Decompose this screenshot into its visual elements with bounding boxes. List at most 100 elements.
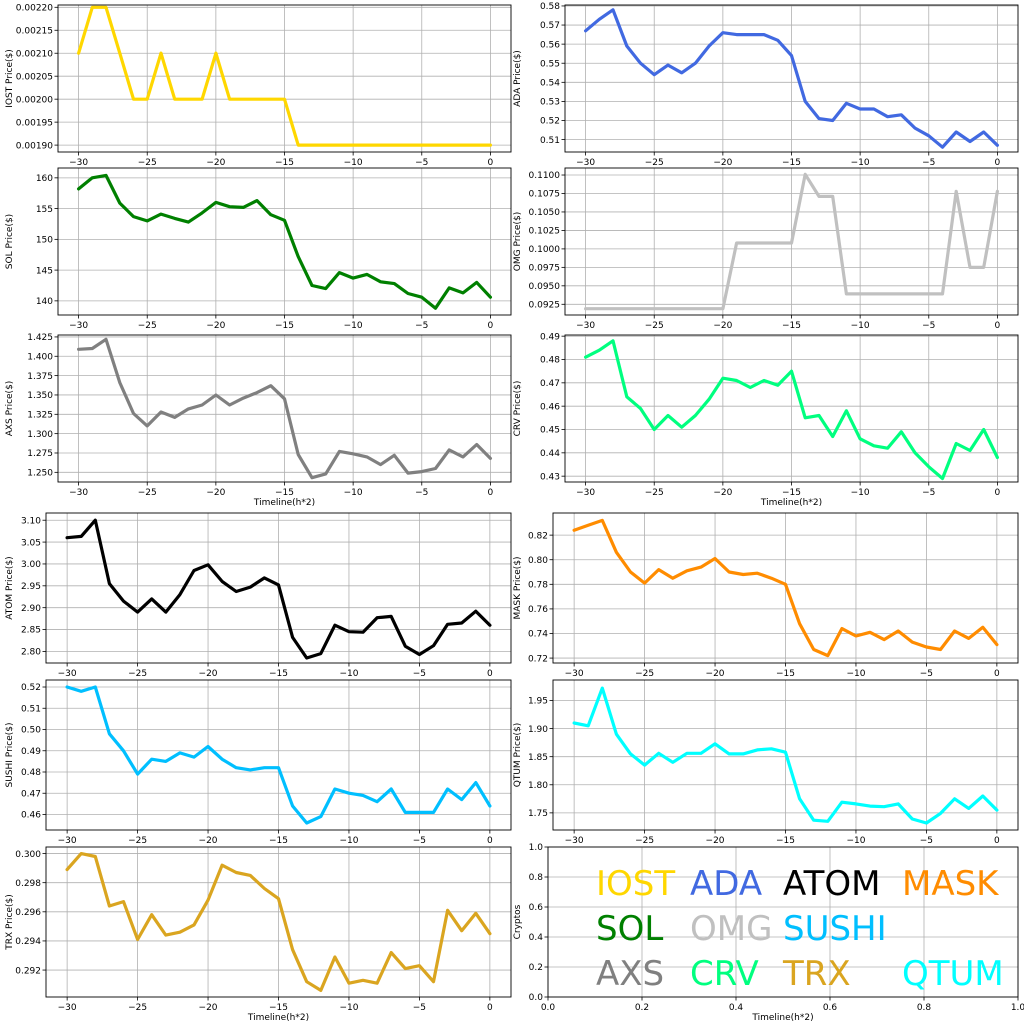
subplot-axs: −30 −25 −20 −15 −10 −5 0 1.250 1.275 1.300 1.325 1.… — [5, 333, 512, 508]
y-tick-label: 0.43 — [540, 472, 560, 482]
x-tick-label: −5 — [415, 321, 428, 331]
x-tick-label: −15 — [776, 669, 795, 679]
legend-entry-trx: TRX — [782, 954, 851, 994]
y-axis-label: SUSHI Price($) — [5, 723, 15, 788]
y-tick-label: 145 — [36, 266, 53, 276]
x-tick-label: −25 — [128, 836, 147, 846]
x-tick-label: −10 — [851, 488, 870, 498]
x-tick-label: 1.0 — [1011, 1003, 1024, 1013]
y-tick-label: 0.00210 — [16, 49, 53, 59]
x-tick-label: −5 — [920, 669, 933, 679]
y-tick-label: 0.49 — [21, 747, 41, 757]
x-tick-label: 0.2 — [635, 1003, 649, 1013]
x-tick-label: −25 — [138, 488, 157, 498]
y-tick-label: 0.00190 — [16, 141, 53, 151]
series-line-crv — [583, 339, 1000, 481]
x-tick-label: −25 — [128, 1003, 147, 1013]
subplot-iost: −30 −25 −20 −15 −10 −5 0 0.00190 0.00195 0.00200 0… — [5, 3, 512, 168]
series-line-qtum — [572, 686, 999, 825]
x-tick-label: −20 — [713, 158, 732, 168]
y-tick-label: 0.6 — [529, 903, 544, 913]
x-tick-label: −5 — [413, 836, 426, 846]
axes-frame — [57, 4, 512, 153]
axes-frame — [552, 679, 1019, 831]
y-tick-label: 1.400 — [27, 352, 53, 362]
y-tick-label: 0.56 — [540, 40, 560, 50]
y-axis-label: IOST Price($) — [5, 49, 15, 108]
y-tick-label: 0.00200 — [16, 95, 53, 105]
y-tick-label: 1.0 — [529, 843, 544, 853]
legend-entry-sol: SOL — [596, 909, 663, 949]
y-tick-label: 0.1075 — [529, 190, 561, 200]
x-tick-label: −5 — [922, 321, 935, 331]
y-tick-label: 0.52 — [21, 683, 41, 693]
y-tick-label: 0.51 — [540, 136, 560, 146]
y-tick-label: 0.47 — [21, 789, 41, 799]
x-tick-label: −5 — [413, 669, 426, 679]
y-tick-label: 2.95 — [21, 582, 41, 592]
axes-frame — [57, 334, 512, 483]
subplot-omg: −30 −25 −20 −15 −10 −5 0 0.0925 0.0950 0.0975 0.10… — [513, 167, 1019, 331]
x-tick-label: −20 — [206, 321, 225, 331]
x-tick-label: −20 — [713, 488, 732, 498]
legend-entry-iost: IOST — [596, 864, 675, 904]
y-tick-label: 160 — [36, 174, 53, 184]
y-tick-label: 0.80 — [528, 556, 548, 566]
y-tick-label: 0.300 — [15, 850, 41, 860]
subplot-atom: −30 −25 −20 −15 −10 −5 0 2.80 2.85 2.90 2.95 3.00 3.… — [5, 512, 512, 679]
x-tick-label: −15 — [269, 669, 288, 679]
axes-frame — [564, 167, 1019, 316]
y-tick-label: 0.48 — [540, 356, 560, 366]
x-tick-label: −30 — [58, 836, 77, 846]
x-tick-label: −30 — [58, 669, 77, 679]
x-tick-label: −20 — [199, 669, 218, 679]
x-tick-label: −15 — [782, 488, 801, 498]
y-tick-label: 0.1000 — [529, 245, 561, 255]
x-tick-label: −10 — [339, 836, 358, 846]
y-tick-label: 0.1050 — [529, 208, 561, 218]
y-tick-label: 0.72 — [528, 654, 548, 664]
axes-frame — [57, 167, 512, 316]
subplot-trx: −30 −25 −20 −15 −10 −5 0 0.292 0.294 0.296 0.298 0.… — [5, 846, 512, 1023]
x-tick-label: 0 — [994, 836, 1000, 846]
x-tick-label: −20 — [199, 1003, 218, 1013]
y-tick-label: 0.48 — [21, 768, 41, 778]
y-axis-label: QTUM Price($) — [513, 723, 523, 788]
x-tick-label: 0 — [994, 669, 1000, 679]
x-tick-label: −10 — [339, 669, 358, 679]
y-tick-label: 0.55 — [540, 59, 560, 69]
series-line-iost — [76, 5, 492, 147]
x-tick-label: 0 — [995, 321, 1001, 331]
x-tick-label: −30 — [69, 321, 88, 331]
x-tick-label: −5 — [415, 488, 428, 498]
x-tick-label: 0.6 — [823, 1003, 838, 1013]
y-tick-label: 2.90 — [21, 604, 41, 614]
y-tick-label: 0.46 — [21, 811, 41, 821]
legend-entry-atom: ATOM — [783, 864, 880, 904]
x-tick-label: −10 — [344, 488, 363, 498]
x-tick-label: −30 — [565, 836, 584, 846]
legend-entry-ada: ADA — [690, 864, 762, 904]
x-tick-label: −10 — [846, 836, 865, 846]
x-axis-label: Timeline(h*2) — [751, 1013, 813, 1023]
y-tick-label: 1.350 — [27, 391, 53, 401]
y-tick-label: 0.82 — [528, 531, 548, 541]
x-tick-label: −30 — [576, 488, 595, 498]
axes-frame — [45, 512, 512, 664]
subplot-sushi: −30 −25 −20 −15 −10 −5 0 0.46 0.47 0.48 0.49 0.50 0.… — [5, 679, 512, 846]
y-tick-label: 140 — [36, 297, 53, 307]
y-tick-label: 0.294 — [15, 937, 41, 947]
y-axis-label: OMG Price($) — [513, 212, 523, 271]
subplot-qtum: −30 −25 −20 −15 −10 −5 0 1.75 1.80 1.85 1.90 1.95 QT… — [513, 679, 1019, 846]
x-tick-label: −25 — [645, 321, 664, 331]
y-tick-label: 0.0950 — [529, 282, 561, 292]
y-tick-label: 1.300 — [27, 430, 53, 440]
y-tick-label: 0.44 — [540, 449, 560, 459]
y-axis-label: SOL Price($) — [5, 214, 15, 269]
x-tick-label: −20 — [706, 836, 725, 846]
y-tick-label: 3.10 — [21, 516, 41, 526]
x-tick-label: −30 — [576, 321, 595, 331]
y-tick-label: 2.80 — [21, 648, 41, 658]
y-tick-label: 1.75 — [528, 809, 548, 819]
y-tick-label: 0.1100 — [529, 171, 561, 181]
